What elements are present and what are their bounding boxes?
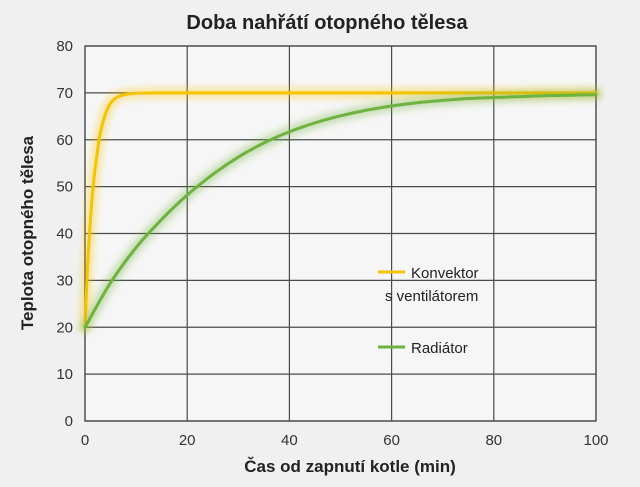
legend: Konvektor s ventilátorem Radiátor bbox=[378, 265, 479, 357]
y-tick-label: 30 bbox=[56, 272, 73, 289]
legend-label-line2: s ventilátorem bbox=[385, 288, 478, 305]
x-tick-label: 0 bbox=[81, 432, 89, 449]
series-line bbox=[83, 91, 598, 329]
legend-label: Radiátor bbox=[411, 340, 468, 357]
legend-label: Konvektor bbox=[411, 265, 479, 282]
x-tick-label: 100 bbox=[583, 432, 608, 449]
x-tick-label: 40 bbox=[281, 432, 298, 449]
y-tick-label: 60 bbox=[56, 132, 73, 149]
series-line bbox=[83, 93, 598, 329]
chart-title: Doba nahřátí otopného tělesa bbox=[186, 12, 468, 34]
x-tick-label: 60 bbox=[383, 432, 400, 449]
y-tick-label: 50 bbox=[56, 179, 73, 196]
y-axis-title: Teplota otopného tělesa bbox=[18, 135, 37, 330]
x-tick-label: 20 bbox=[179, 432, 196, 449]
y-tick-label: 20 bbox=[56, 319, 73, 336]
tick-labels: 0 10 20 30 40 50 60 70 80 0 20 40 60 80 100 bbox=[56, 38, 608, 449]
y-tick-label: 80 bbox=[56, 38, 73, 55]
x-tick-label: 80 bbox=[485, 432, 502, 449]
series-lines bbox=[79, 87, 602, 333]
y-tick-label: 0 bbox=[65, 413, 73, 430]
grid bbox=[84, 45, 597, 422]
y-tick-label: 40 bbox=[56, 226, 73, 243]
y-tick-label: 10 bbox=[56, 366, 73, 383]
x-axis-title: Čas od zapnutí kotle (min) bbox=[244, 457, 456, 476]
y-tick-label: 70 bbox=[56, 85, 73, 102]
